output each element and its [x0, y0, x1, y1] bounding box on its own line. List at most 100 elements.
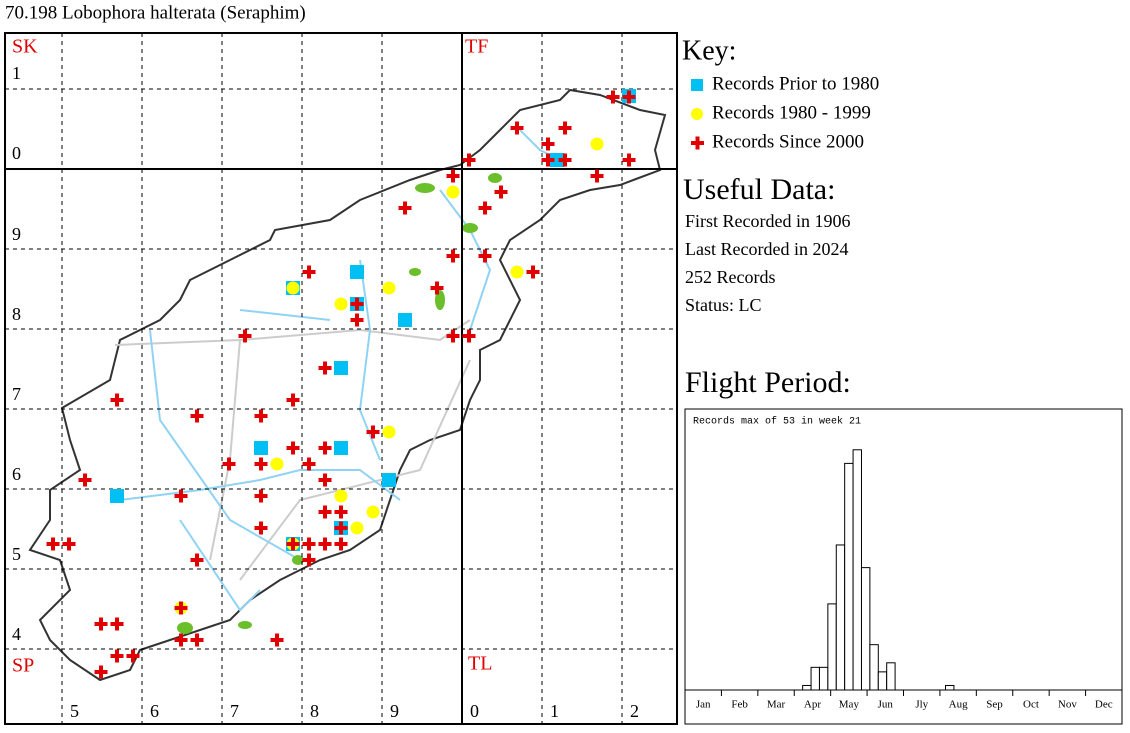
- record-marker: [254, 441, 268, 455]
- record-marker: [334, 297, 348, 311]
- record-marker: [259, 457, 263, 471]
- bar: [802, 684, 812, 691]
- bar: [827, 603, 837, 691]
- key-item: Records Since 2000: [712, 131, 864, 152]
- record-marker: [563, 121, 567, 135]
- record-marker: [350, 521, 364, 535]
- key-marker: [691, 136, 704, 150]
- record-marker: [307, 553, 311, 567]
- chart-title: Records max of 53 in week 21: [693, 416, 861, 428]
- x-tick-label: Mar: [767, 699, 786, 711]
- record-marker: [99, 665, 103, 679]
- x-tick-label: May: [839, 699, 860, 711]
- record-marker: [611, 90, 615, 104]
- record-marker: [270, 457, 284, 471]
- bar: [869, 644, 879, 691]
- record-marker: [382, 281, 396, 295]
- record-marker: [291, 537, 295, 551]
- record-marker: [446, 185, 460, 199]
- record-marker: [435, 281, 439, 295]
- record-marker: [483, 249, 487, 263]
- record-marker: [355, 313, 359, 327]
- record-marker: [546, 137, 550, 151]
- x-tick-label: Aug: [949, 699, 968, 711]
- record-marker: [179, 489, 183, 503]
- bar: [886, 662, 896, 691]
- record-marker: [115, 617, 119, 631]
- chart-frame: [684, 408, 1123, 725]
- square-label: TF: [465, 36, 488, 58]
- record-marker: [286, 281, 300, 295]
- record-marker: [110, 489, 124, 503]
- x-tick-label: Sep: [986, 699, 1003, 711]
- row-label: 8: [12, 304, 21, 324]
- row-label: 1: [12, 63, 21, 83]
- record-marker: [83, 473, 87, 487]
- record-marker: [323, 473, 327, 487]
- column-label: 1: [550, 701, 559, 721]
- x-tick-label: Jan: [696, 699, 711, 711]
- record-marker: [307, 457, 311, 471]
- record-marker: [563, 153, 567, 167]
- record-marker: [227, 457, 231, 471]
- record-marker: [307, 265, 311, 279]
- record-marker: [291, 441, 295, 455]
- column-label: 9: [390, 701, 399, 721]
- x-tick-label: Nov: [1058, 699, 1077, 711]
- record-marker: [179, 601, 183, 615]
- bar: [835, 544, 846, 691]
- record-marker: [550, 153, 564, 167]
- record-marker: [515, 121, 519, 135]
- row-label: 6: [12, 464, 21, 484]
- rivers: [119, 129, 561, 612]
- column-label: 0: [470, 701, 479, 721]
- bar: [945, 684, 955, 691]
- record-marker: [403, 201, 407, 215]
- x-tick-label: Jun: [878, 699, 894, 711]
- title: 70.198 Lobophora halterata (Seraphim): [5, 2, 306, 23]
- record-marker: [483, 201, 487, 215]
- record-marker: [510, 265, 524, 279]
- bar: [852, 449, 862, 691]
- x-tick-label: Feb: [731, 699, 748, 711]
- record-marker: [467, 329, 471, 343]
- useful-heading: Useful Data:: [683, 173, 835, 206]
- bar: [844, 462, 854, 691]
- record-marker: [366, 505, 380, 519]
- record-marker: [467, 153, 471, 167]
- record-marker: [115, 649, 119, 663]
- column-label: 6: [150, 701, 159, 721]
- record-marker: [275, 633, 279, 647]
- key-marker: [691, 108, 703, 120]
- record-marker: [131, 649, 135, 663]
- record-marker: [499, 185, 503, 199]
- record-marker: [243, 329, 247, 343]
- flight-heading: Flight Period:: [685, 366, 851, 399]
- x-tick-label: Apr: [804, 699, 821, 711]
- column-label: 8: [310, 701, 319, 721]
- record-marker: [451, 329, 455, 343]
- useful-line: First Recorded in 1906: [685, 211, 850, 231]
- row-label: 4: [12, 624, 21, 644]
- record-marker: [371, 425, 375, 439]
- record-marker: [115, 393, 119, 407]
- column-label: 7: [230, 701, 239, 721]
- record-marker: [339, 537, 343, 551]
- record-marker: [382, 473, 396, 487]
- x-tick-label: Oct: [1023, 699, 1039, 711]
- woodland: [177, 173, 502, 634]
- record-marker: [339, 505, 343, 519]
- row-label: 7: [12, 384, 21, 404]
- record-marker: [334, 441, 348, 455]
- record-marker: [323, 361, 327, 375]
- x-tick-label: Dec: [1095, 699, 1113, 711]
- useful-line: Status: LC: [685, 295, 762, 315]
- key-heading: Key:: [682, 35, 736, 66]
- square-label: SK: [12, 36, 38, 58]
- record-marker: [195, 553, 199, 567]
- row-label: 9: [12, 224, 21, 244]
- bar: [877, 671, 888, 691]
- row-label: 5: [12, 544, 21, 564]
- record-marker: [259, 521, 263, 535]
